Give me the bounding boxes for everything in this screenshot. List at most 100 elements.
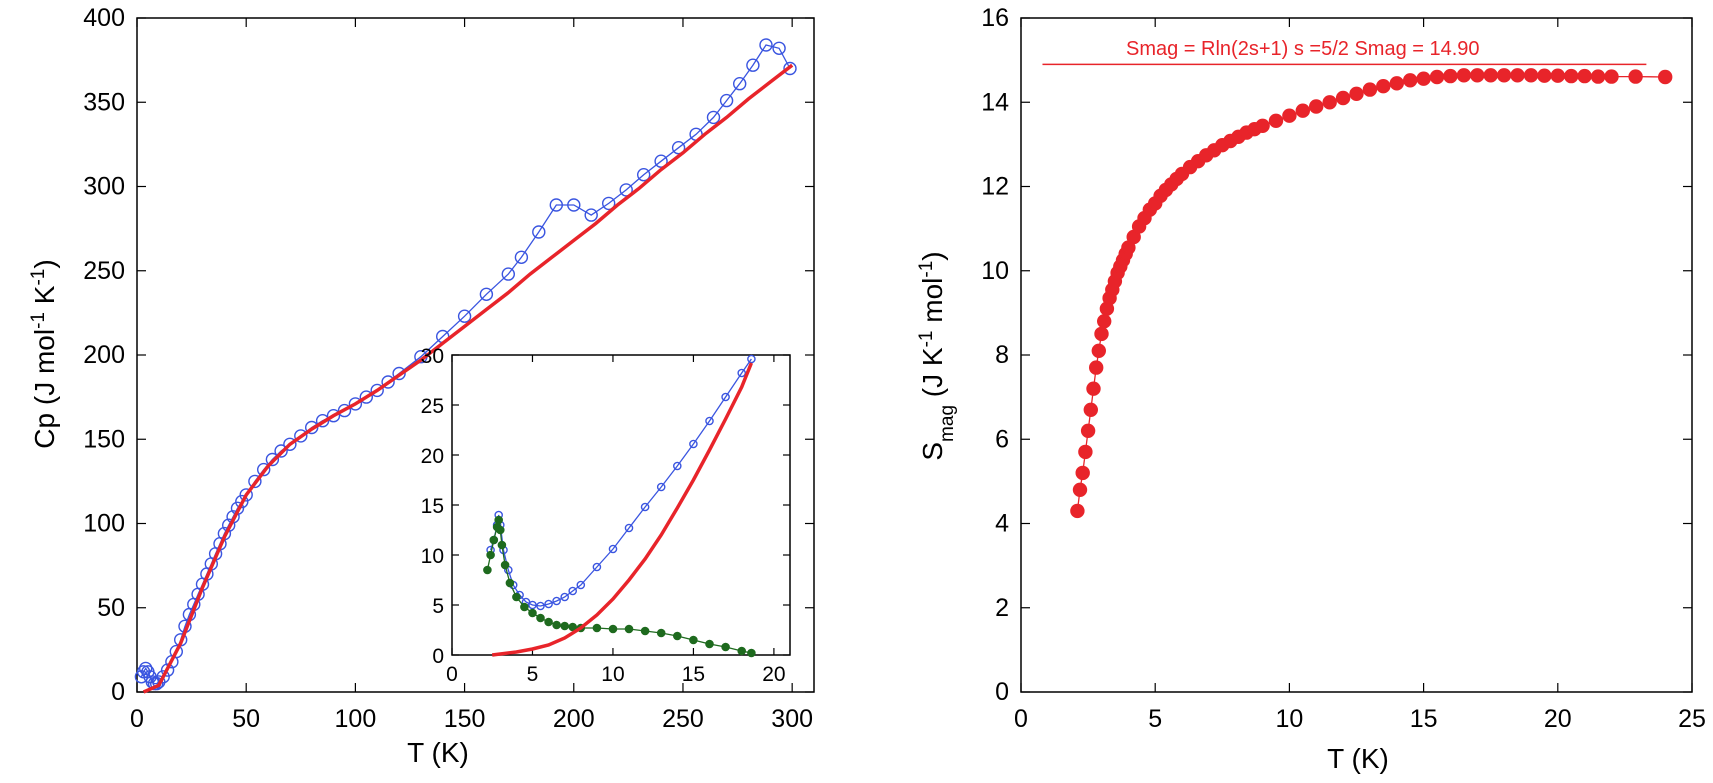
left-y-axis-label: Cp (J mol-1 K-1) xyxy=(28,259,61,448)
inset-series-1-point xyxy=(520,602,529,612)
left-y-tick-label: 0 xyxy=(111,678,125,706)
inset-series-1-point xyxy=(560,621,570,631)
inset-axis-tick-labels: 0 5 10 15 20 0 5 10 15 20 25 30 xyxy=(421,345,786,686)
right-x-tick-label: 10 xyxy=(1275,705,1303,733)
right-series-0-point xyxy=(1563,68,1579,84)
right-series-0-point xyxy=(1072,482,1088,497)
right-series-0-point xyxy=(1456,68,1472,83)
inset-series-1-point xyxy=(568,622,578,632)
right-series-0-point xyxy=(1282,108,1297,123)
inset-series-1-point xyxy=(495,525,505,535)
right-axis-ticks xyxy=(1020,17,1693,693)
left-y-tick-label: 250 xyxy=(83,257,125,285)
inset-series-0-point xyxy=(656,482,666,492)
right-series-0-point xyxy=(1376,78,1391,94)
right-series-0-point xyxy=(1523,68,1539,83)
inset-x-tick-label: 15 xyxy=(682,663,705,686)
right-series-0-point xyxy=(1083,402,1099,417)
left-series-0-point xyxy=(305,420,319,435)
inset-series-1-point xyxy=(552,620,561,630)
inset-series-1-point xyxy=(512,592,521,602)
left-series-0-point xyxy=(294,429,308,443)
left-series-0-point xyxy=(248,474,262,489)
inset-series-0-point xyxy=(552,596,561,606)
right-x-tick-label: 5 xyxy=(1148,705,1162,733)
inset-x-tick-label: 5 xyxy=(527,663,539,686)
right-series-0-point xyxy=(1268,113,1284,129)
left-y-tick-label: 300 xyxy=(83,173,125,201)
inset-series-1-point xyxy=(536,613,545,623)
left-series-0-point xyxy=(654,154,668,168)
inset-series-0-point xyxy=(536,601,545,611)
right-series-0-point xyxy=(1470,68,1485,83)
inset-series-1-point xyxy=(721,642,730,652)
inset-y-tick-label: 5 xyxy=(432,595,444,618)
left-series-1-line xyxy=(142,63,794,694)
left-axis-tick-labels: 0 50 100 150 200 250 3000501001502002503003504… xyxy=(83,4,813,733)
right-series-0-point xyxy=(1577,68,1592,84)
right-series-0-point xyxy=(1094,326,1109,342)
right-y-tick-label: 0 xyxy=(995,678,1009,706)
left-x-tick-label: 100 xyxy=(335,705,377,733)
right-series-0-point xyxy=(1510,68,1525,83)
inset-series-1-point xyxy=(489,535,499,545)
inset-series-0-point xyxy=(673,461,682,471)
right-series-0-point xyxy=(1537,68,1552,83)
inset-series-1-point xyxy=(544,617,553,627)
left-x-tick-label: 50 xyxy=(232,705,260,733)
right-series-0-point xyxy=(1483,68,1498,83)
left-series-layer xyxy=(134,38,797,694)
left-x-tick-label: 200 xyxy=(553,705,595,733)
left-series-0-point xyxy=(283,437,297,451)
inset-plot-frame xyxy=(451,354,791,656)
left-y-tick-label: 100 xyxy=(83,510,125,538)
left-y-tick-label: 350 xyxy=(83,88,125,116)
right-series-0-point xyxy=(1429,69,1445,85)
right-x-tick-label: 0 xyxy=(1014,705,1028,733)
right-series-0-point xyxy=(1349,86,1364,102)
inset-x-tick-label: 10 xyxy=(601,663,624,686)
inset-series-1-point xyxy=(500,560,510,570)
right-y-tick-label: 12 xyxy=(981,173,1009,201)
right-x-tick-label: 20 xyxy=(1544,705,1572,733)
left-chart: 0 50 100 150 200 250 3000501001502002503003504… xyxy=(28,4,815,768)
inset-series-0-point xyxy=(737,368,747,378)
left-series-0-point xyxy=(160,663,175,677)
right-series-0-point xyxy=(1075,465,1090,481)
inset-series-0-point xyxy=(528,600,537,610)
inset-series-1-point xyxy=(673,631,682,641)
left-series-0-point xyxy=(746,58,760,72)
left-series-0-point xyxy=(602,196,616,211)
right-series-0-point xyxy=(1255,118,1270,134)
inset-series-0-point xyxy=(705,416,714,426)
inset-series-1-point xyxy=(705,639,714,649)
inset-y-tick-label: 30 xyxy=(421,345,444,368)
inset-x-tick-label: 20 xyxy=(762,663,785,686)
inset-series-0-point xyxy=(747,354,756,364)
left-series-0-point xyxy=(783,61,797,76)
left-series-0-point xyxy=(501,267,515,281)
reference-annotation: Smag = Rln(2s+1) s =5/2 Smag = 14.90 xyxy=(1126,38,1480,60)
inset-series-0-point xyxy=(592,562,602,572)
inset-chart: 0 5 10 15 20 0 5 10 15 20 25 30 xyxy=(421,345,791,686)
right-series-0-point xyxy=(1550,68,1566,83)
left-series-0-point xyxy=(772,41,786,55)
inset-series-0-point xyxy=(640,502,650,512)
right-series-0-point xyxy=(1628,69,1643,84)
left-series-0-point xyxy=(348,397,363,411)
right-y-tick-label: 6 xyxy=(995,425,1009,453)
left-series-0-point xyxy=(381,375,395,389)
left-series-0-point xyxy=(239,488,253,502)
right-series-0-point xyxy=(1496,68,1512,83)
left-series-0-point xyxy=(337,403,352,418)
left-series-0-point xyxy=(359,390,373,404)
inset-x-tick-label: 0 xyxy=(446,663,458,686)
right-x-tick-label: 15 xyxy=(1410,705,1438,733)
left-series-0-point xyxy=(457,309,472,323)
left-y-tick-label: 50 xyxy=(97,594,125,622)
right-series-0-point xyxy=(1088,360,1104,375)
left-series-0-point xyxy=(549,198,563,212)
left-series-0-point xyxy=(479,287,494,301)
